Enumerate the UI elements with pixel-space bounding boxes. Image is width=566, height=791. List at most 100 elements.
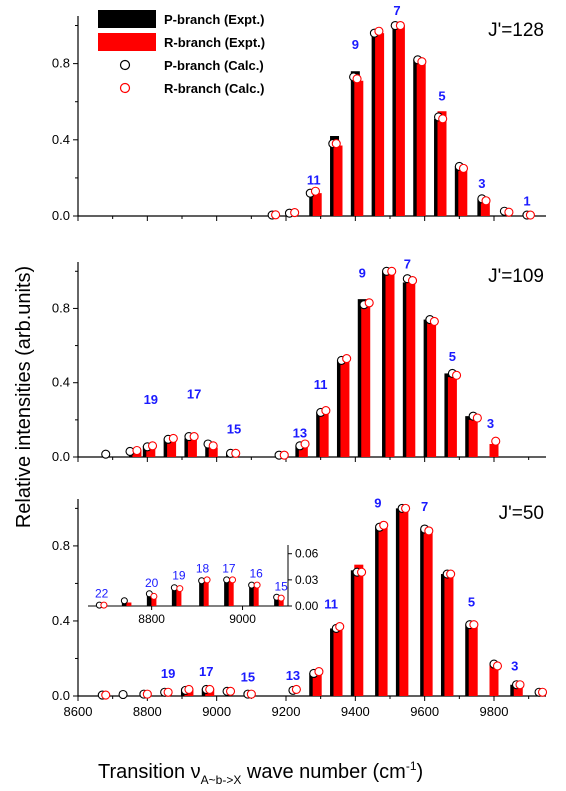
branch-label: 19	[161, 666, 175, 681]
inset-p-expt-bar	[249, 585, 255, 606]
r-calc-point	[184, 684, 194, 694]
y-tick-label: 0.4	[52, 613, 70, 628]
r-calc-point	[379, 520, 389, 530]
j-label: J'=50	[499, 503, 544, 524]
branch-label: 3	[511, 658, 518, 673]
branch-label: 7	[421, 499, 428, 514]
x-tick-label: 9000	[202, 704, 231, 719]
y-tick-label: 0.0	[52, 208, 70, 223]
r-calc-point	[163, 687, 173, 697]
branch-label: 11	[314, 377, 328, 392]
r-calc-point	[424, 526, 434, 536]
inset-p-calc-point	[120, 597, 128, 605]
r-calc-point	[279, 450, 289, 460]
inset-r-expt-bar	[176, 587, 182, 606]
inset-p-calc-point	[223, 576, 231, 584]
r-calc-point	[132, 445, 142, 456]
j-label: J'=109	[488, 266, 544, 287]
r-calc-point	[387, 266, 397, 276]
inset-r-expt-bar	[203, 579, 209, 606]
branch-label: 15	[227, 422, 241, 437]
r-calc-point	[168, 433, 178, 443]
r-expt-bar	[375, 33, 385, 217]
r-calc-point	[515, 680, 525, 690]
r-expt-bar	[406, 280, 416, 457]
inset-p-expt-bar	[199, 579, 205, 606]
inset-r-calc-point	[176, 585, 184, 593]
r-calc-point	[342, 354, 352, 364]
r-calc-point	[225, 686, 236, 696]
branch-label: 7	[393, 3, 400, 18]
inset-y-tick-label: 0.00	[295, 599, 319, 613]
r-expt-bar	[167, 438, 177, 457]
r-calc-point	[352, 74, 362, 84]
p-calc-point	[101, 449, 111, 459]
x-axis-label-text: Transition νA~b->X wave number (cm-1)	[98, 759, 423, 787]
inset-r-expt-bar	[151, 595, 157, 606]
branch-label: 11	[307, 172, 321, 187]
r-calc-point	[458, 163, 469, 173]
r-calc-point	[314, 667, 324, 677]
r-calc-point	[472, 413, 482, 423]
r-expt-bar	[319, 410, 329, 457]
r-calc-point	[331, 139, 341, 149]
r-expt-bar	[444, 574, 454, 696]
r-calc-point	[246, 689, 256, 699]
inset-r-expt-bar	[228, 579, 234, 606]
r-calc-point	[429, 316, 439, 326]
r-expt-bar	[298, 444, 308, 457]
r-expt-bar	[423, 530, 433, 696]
r-calc-point	[401, 503, 411, 513]
y-tick-label: 0.4	[52, 375, 70, 390]
branch-label: 17	[199, 664, 213, 679]
branch-label: 9	[374, 495, 381, 510]
inset-branch-label: 16	[250, 567, 264, 581]
branch-label: 5	[449, 349, 456, 364]
panel-j128: 0.0 0.4 0.8 11 9 7 5 3 1 J'=128	[52, 3, 546, 223]
y-axis-label: Relative intensities (arb.units)	[13, 266, 35, 528]
r-calc-point	[481, 196, 491, 206]
y-tick-label: 0.8	[52, 300, 70, 315]
r-calc-point	[395, 20, 405, 31]
branch-label: 9	[359, 266, 366, 281]
r-calc-point	[231, 448, 241, 458]
inset-r-expt-bar	[126, 602, 132, 606]
inset-y-tick-label: 0.03	[295, 573, 319, 587]
r-calc-point	[310, 186, 321, 196]
x-tick-label: 8600	[64, 704, 93, 719]
r-expt-bar	[354, 564, 364, 696]
r-expt-bar	[468, 626, 478, 696]
r-expt-bar	[399, 508, 409, 696]
legend-label: P-branch (Expt.)	[164, 12, 264, 27]
r-expt-bar	[333, 145, 343, 216]
r-expt-bar	[378, 525, 388, 696]
r-calc-point	[491, 436, 501, 446]
p-calc-point	[118, 689, 128, 700]
r-calc-point	[101, 690, 111, 700]
legend-swatch-circle	[119, 59, 131, 71]
branch-label: 13	[286, 668, 300, 683]
legend-swatch-bar	[98, 10, 156, 28]
r-calc-point	[205, 684, 215, 694]
r-expt-bar	[333, 626, 343, 696]
branch-label: 9	[352, 37, 359, 52]
chart-legend: P-branch (Expt.) R-branch (Expt.) P-branch…	[98, 10, 265, 96]
branch-label: 3	[478, 176, 485, 191]
r-calc-point	[357, 567, 367, 577]
y-tick-label: 0.4	[52, 132, 70, 147]
r-expt-bar	[312, 671, 322, 696]
legend-label: R-branch (Calc.)	[164, 81, 264, 96]
j-label: J'=128	[488, 20, 544, 41]
inset-branch-label: 22	[95, 587, 109, 601]
r-expt-bar	[187, 438, 197, 457]
r-expt-bar	[312, 193, 322, 216]
x-tick-label: 9400	[341, 704, 370, 719]
inset-p-expt-bar	[274, 599, 280, 606]
r-expt-bar	[489, 444, 499, 457]
r-calc-point	[291, 684, 301, 694]
inset-chart: 0.00 0.03 0.06 8800 9000 22 20 19 18 17 16 15	[88, 545, 319, 626]
r-expt-bar	[395, 25, 405, 217]
inset-r-calc-point	[150, 592, 158, 600]
x-tick-label: 9200	[272, 704, 301, 719]
